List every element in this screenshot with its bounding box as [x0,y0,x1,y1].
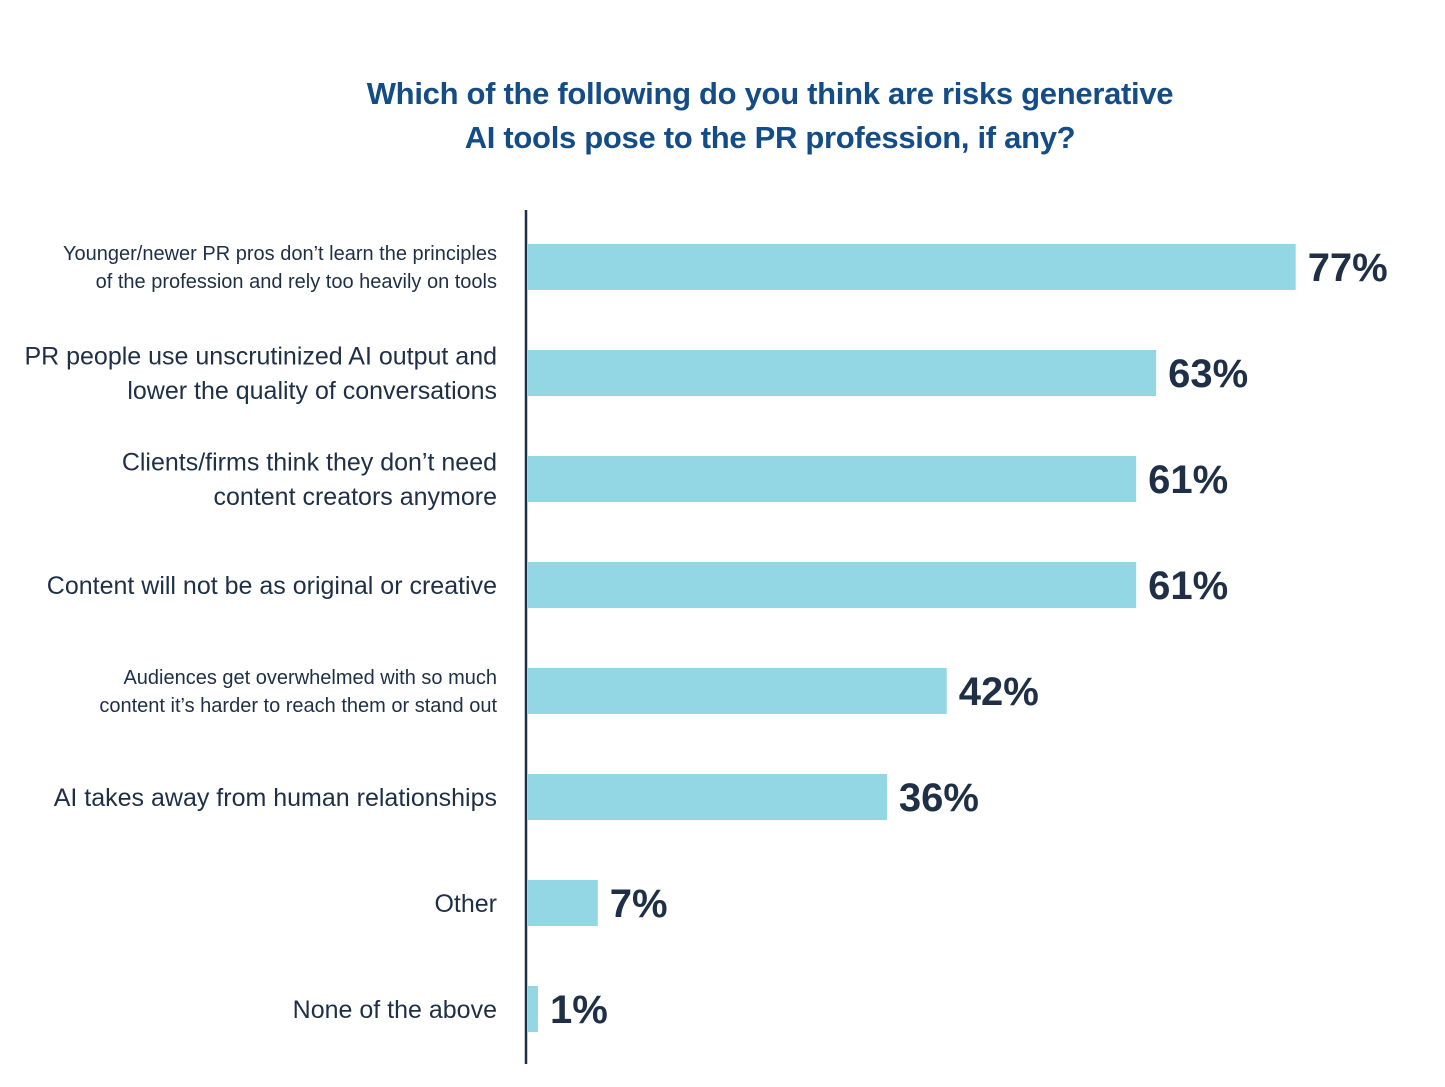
bar-5 [528,668,947,714]
category-label-1-line-2: of the profession and rely too heavily o… [96,271,497,293]
chart-title-line-1: Which of the following do you think are … [366,76,1174,111]
category-label-6-line-1: AI takes away from human relationships [54,784,497,812]
bar-7 [528,880,598,926]
category-label-3: Clients/firms think they don’t need conte… [122,449,497,512]
category-label-8-line-1: None of the above [293,996,497,1024]
bar-8 [528,986,538,1032]
category-label-2: PR people use unscrutinized AI output an… [24,343,497,406]
category-label-3-line-2: content creators anymore [214,483,497,511]
category-label-3-line-1: Clients/firms think they don’t need [122,449,497,477]
category-label-7-line-1: Other [434,890,497,918]
bar-6 [528,774,887,820]
value-label-5: 42% [959,670,1039,714]
category-label-5: Audiences get overwhelmed with so much co… [99,667,497,717]
category-label-5-line-1: Audiences get overwhelmed with so much [123,667,497,689]
value-label-1: 77% [1308,246,1388,290]
category-label-7: Other [434,890,497,918]
category-label-6: AI takes away from human relationships [54,784,497,812]
bar-3 [528,456,1137,502]
value-label-2: 63% [1168,352,1248,396]
bar-2 [528,350,1157,396]
chart-title-line-2: AI tools pose to the PR profession, if a… [464,120,1076,155]
chart-title: Which of the following do you think are … [170,72,1370,160]
value-label-7: 7% [610,882,668,926]
value-label-6: 36% [899,776,979,820]
category-label-4-line-1: Content will not be as original or creat… [47,572,497,600]
bars-group: 77% Younger/newer PR pros don’t learn the… [24,243,1388,1032]
value-label-4: 61% [1148,564,1228,608]
bar-1 [528,244,1296,290]
category-label-2-line-1: PR people use unscrutinized AI output an… [24,343,497,371]
category-label-4: Content will not be as original or creat… [47,572,497,600]
value-label-8: 1% [550,988,608,1032]
category-label-5-line-2: content it’s harder to reach them or sta… [99,695,497,717]
category-label-1-line-1: Younger/newer PR pros don’t learn the pr… [63,243,497,265]
value-label-3: 61% [1148,458,1228,502]
bar-4 [528,562,1137,608]
category-label-1: Younger/newer PR pros don’t learn the pr… [63,243,497,293]
category-label-2-line-2: lower the quality of conversations [127,377,497,405]
category-label-8: None of the above [293,996,497,1024]
